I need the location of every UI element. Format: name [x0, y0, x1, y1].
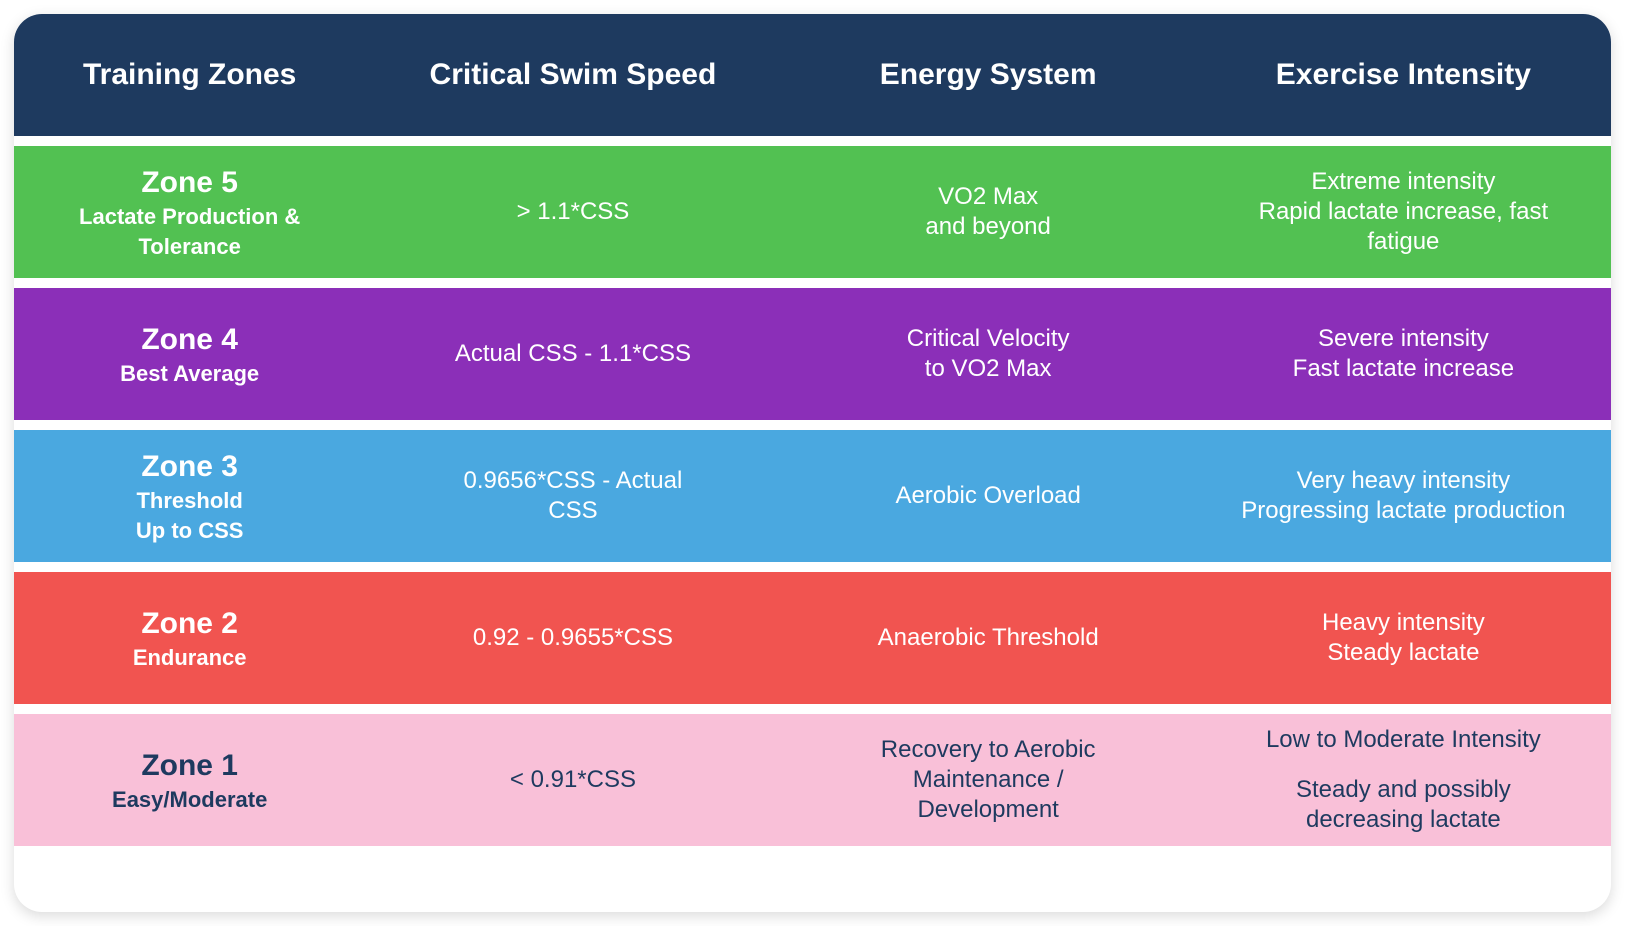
energy-system-line: Maintenance / [801, 765, 1176, 795]
zone-row-zone5: Zone 5Lactate Production &Tolerance > 1.1… [14, 146, 1611, 278]
intensity-secondary: Rapid lactate increase, fastfatigue [1216, 197, 1591, 257]
intensity-secondary: Progressing lactate production [1216, 496, 1591, 526]
css-cell: 0.92 - 0.9655*CSS [365, 617, 780, 659]
css-value-line: 0.92 - 0.9655*CSS [385, 623, 760, 653]
zone-subtitle-line: Best Average [34, 360, 345, 388]
zone-row-zone3: Zone 3ThresholdUp to CSS0.9656*CSS - Act… [14, 430, 1611, 562]
table-header-row: Training ZonesCritical Swim SpeedEnergy … [14, 14, 1611, 136]
zone-row-zone1: Zone 1Easy/Moderate < 0.91*CSS Recovery to… [14, 714, 1611, 846]
css-cell: < 0.91*CSS [365, 759, 780, 801]
zone-name-cell: Zone 2Endurance [14, 599, 365, 678]
energy-system-line: Recovery to Aerobic [801, 735, 1176, 765]
intensity-secondary: Steady lactate [1216, 638, 1591, 668]
zone-name-cell: Zone 1Easy/Moderate [14, 741, 365, 820]
table-header-cell: Critical Swim Speed [365, 56, 780, 94]
zone-name-cell: Zone 5Lactate Production &Tolerance [14, 158, 365, 267]
intensity-cell: Very heavy intensityProgressing lactate … [1196, 460, 1611, 532]
row-gap [14, 562, 1611, 572]
zone-subtitle-line: Easy/Moderate [34, 786, 345, 814]
zone-row-zone4: Zone 4Best Average Actual CSS - 1.1*CSS Cr… [14, 288, 1611, 420]
energy-system-line: and beyond [801, 212, 1176, 242]
intensity-secondary-line: decreasing lactate [1216, 805, 1591, 835]
intensity-cell: Severe intensityFast lactate increase [1196, 318, 1611, 390]
css-cell: 0.9656*CSS - ActualCSS [365, 460, 780, 532]
css-value-line: CSS [385, 496, 760, 526]
table-header-cell: Energy System [781, 56, 1196, 94]
energy-system-cell: Critical Velocityto VO2 Max [781, 318, 1196, 390]
zone-name-cell: Zone 3ThresholdUp to CSS [14, 442, 365, 551]
zone-title: Zone 2 [34, 605, 345, 643]
row-gap [14, 704, 1611, 714]
zone-title: Zone 5 [34, 164, 345, 202]
training-zones-table: Training ZonesCritical Swim SpeedEnergy … [14, 14, 1611, 912]
zone-title: Zone 4 [34, 321, 345, 359]
intensity-secondary-line: Progressing lactate production [1216, 496, 1591, 526]
row-gap [14, 278, 1611, 288]
energy-system-line: Anaerobic Threshold [801, 623, 1176, 653]
intensity-secondary: Fast lactate increase [1216, 354, 1591, 384]
intensity-secondary: Steady and possiblydecreasing lactate [1216, 775, 1591, 835]
zone-subtitle-line: Tolerance [34, 233, 345, 261]
energy-system-line: Critical Velocity [801, 324, 1176, 354]
intensity-secondary-line: Steady lactate [1216, 638, 1591, 668]
zone-subtitle-line: Lactate Production & [34, 203, 345, 231]
intensity-primary: Low to Moderate Intensity [1216, 725, 1591, 755]
zone-subtitle-line: Threshold [34, 487, 345, 515]
intensity-cell: Low to Moderate Intensity Steady and poss… [1196, 719, 1611, 841]
zone-name-cell: Zone 4Best Average [14, 315, 365, 394]
zone-subtitle-line: Up to CSS [34, 517, 345, 545]
intensity-secondary-line: Fast lactate increase [1216, 354, 1591, 384]
css-value-line: > 1.1*CSS [385, 197, 760, 227]
zone-row-zone2: Zone 2Endurance 0.92 - 0.9655*CSS Anaerobi… [14, 572, 1611, 704]
intensity-cell: Extreme intensityRapid lactate increase,… [1196, 161, 1611, 263]
energy-system-cell: VO2 Maxand beyond [781, 176, 1196, 248]
css-cell: Actual CSS - 1.1*CSS [365, 333, 780, 375]
energy-system-cell: Anaerobic Threshold [781, 617, 1196, 659]
intensity-primary: Heavy intensity [1216, 608, 1591, 638]
table-header-cell: Exercise Intensity [1196, 56, 1611, 94]
zone-subtitle-line: Endurance [34, 644, 345, 672]
energy-system-cell: Recovery to AerobicMaintenance /Developm… [781, 729, 1196, 831]
row-gap [14, 136, 1611, 146]
css-value-line: 0.9656*CSS - Actual [385, 466, 760, 496]
energy-system-line: Aerobic Overload [801, 481, 1176, 511]
css-value-line: Actual CSS - 1.1*CSS [385, 339, 760, 369]
energy-system-line: VO2 Max [801, 182, 1176, 212]
energy-system-cell: Aerobic Overload [781, 475, 1196, 517]
page-frame: Training ZonesCritical Swim SpeedEnergy … [0, 0, 1625, 926]
intensity-cell: Heavy intensitySteady lactate [1196, 602, 1611, 674]
energy-system-line: to VO2 Max [801, 354, 1176, 384]
css-value-line: < 0.91*CSS [385, 765, 760, 795]
intensity-primary: Very heavy intensity [1216, 466, 1591, 496]
intensity-primary: Extreme intensity [1216, 167, 1591, 197]
intensity-secondary-line: fatigue [1216, 227, 1591, 257]
intensity-secondary-line: Steady and possibly [1216, 775, 1591, 805]
css-cell: > 1.1*CSS [365, 191, 780, 233]
energy-system-line: Development [801, 795, 1176, 825]
zone-title: Zone 1 [34, 747, 345, 785]
row-gap [14, 420, 1611, 430]
table-header-cell: Training Zones [14, 56, 365, 94]
intensity-primary: Severe intensity [1216, 324, 1591, 354]
intensity-secondary-line: Rapid lactate increase, fast [1216, 197, 1591, 227]
zone-title: Zone 3 [34, 448, 345, 486]
